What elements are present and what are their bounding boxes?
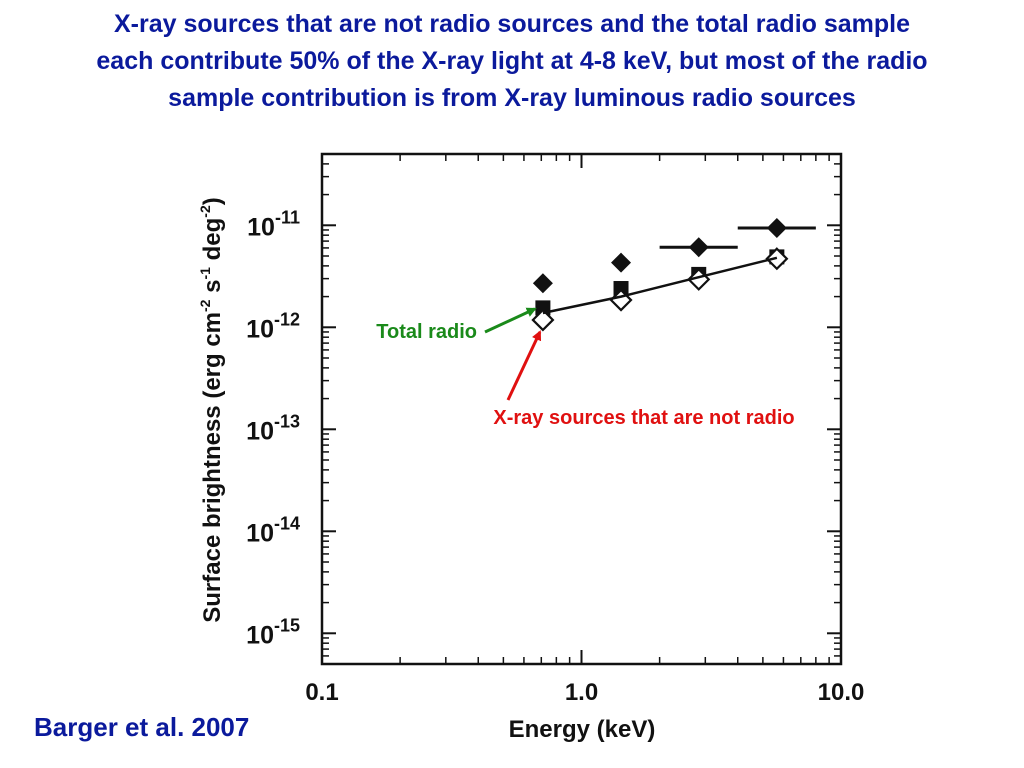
filled-diamond-point (533, 273, 553, 293)
annotation-total-radio: Total radio (376, 321, 477, 343)
y-tick-label: 10-14 (246, 513, 300, 547)
y-axis-label-prefix: Surface brightness (erg cm (199, 312, 226, 623)
series-layer (533, 218, 816, 330)
x-tick-label: 1.0 (565, 679, 598, 706)
annotation-layer: Total radio X-ray sources that are not ra… (376, 309, 794, 429)
y-tick-label: 10-15 (246, 615, 300, 649)
y-tick-label: 10-11 (247, 207, 300, 241)
x-tick-label: 10.0 (818, 679, 865, 706)
annotation-not-radio: X-ray sources that are not radio (493, 407, 794, 429)
y-tick-exponent: -11 (275, 207, 300, 227)
y-tick-exponent: -15 (274, 615, 300, 635)
model-line (543, 258, 777, 313)
y-tick-base: 10 (246, 417, 274, 445)
y-axis-label-exp1: -2 (197, 299, 213, 312)
y-tick-base: 10 (246, 519, 274, 547)
y-axis-label-suffix: ) (199, 197, 226, 205)
y-tick-label: 10-13 (246, 411, 300, 445)
y-axis-label-exp2: -1 (197, 267, 213, 280)
y-tick-base: 10 (246, 621, 274, 649)
y-axis-label: Surface brightness (erg cm-2 s-1 deg-2) (197, 197, 226, 622)
y-axis-label-exp3: -2 (197, 205, 213, 218)
arrow-total-radio (485, 309, 535, 332)
y-axis-label-mid1: s (199, 280, 226, 300)
x-tick-labels: 0.1 1.0 10.0 (305, 679, 864, 706)
y-tick-exponent: -12 (274, 309, 300, 329)
filled-diamond-point (611, 253, 631, 273)
x-axis-label: Energy (keV) (509, 716, 656, 743)
y-tick-base: 10 (246, 315, 274, 343)
y-axis-label-mid2: deg (199, 218, 226, 267)
y-tick-base: 10 (247, 213, 275, 241)
citation: Barger et al. 2007 (34, 712, 249, 743)
chart: 0.1 1.0 10.0 10-1510-1410-1310-1210-11 Ene… (0, 0, 1024, 768)
y-tick-label: 10-12 (246, 309, 300, 343)
y-tick-exponent: -14 (274, 513, 300, 533)
filled-diamond-point (689, 237, 709, 257)
y-tick-exponent: -13 (274, 411, 300, 431)
filled-diamond-point (767, 218, 787, 238)
x-tick-label: 0.1 (305, 679, 338, 706)
arrow-not-radio (508, 332, 540, 400)
